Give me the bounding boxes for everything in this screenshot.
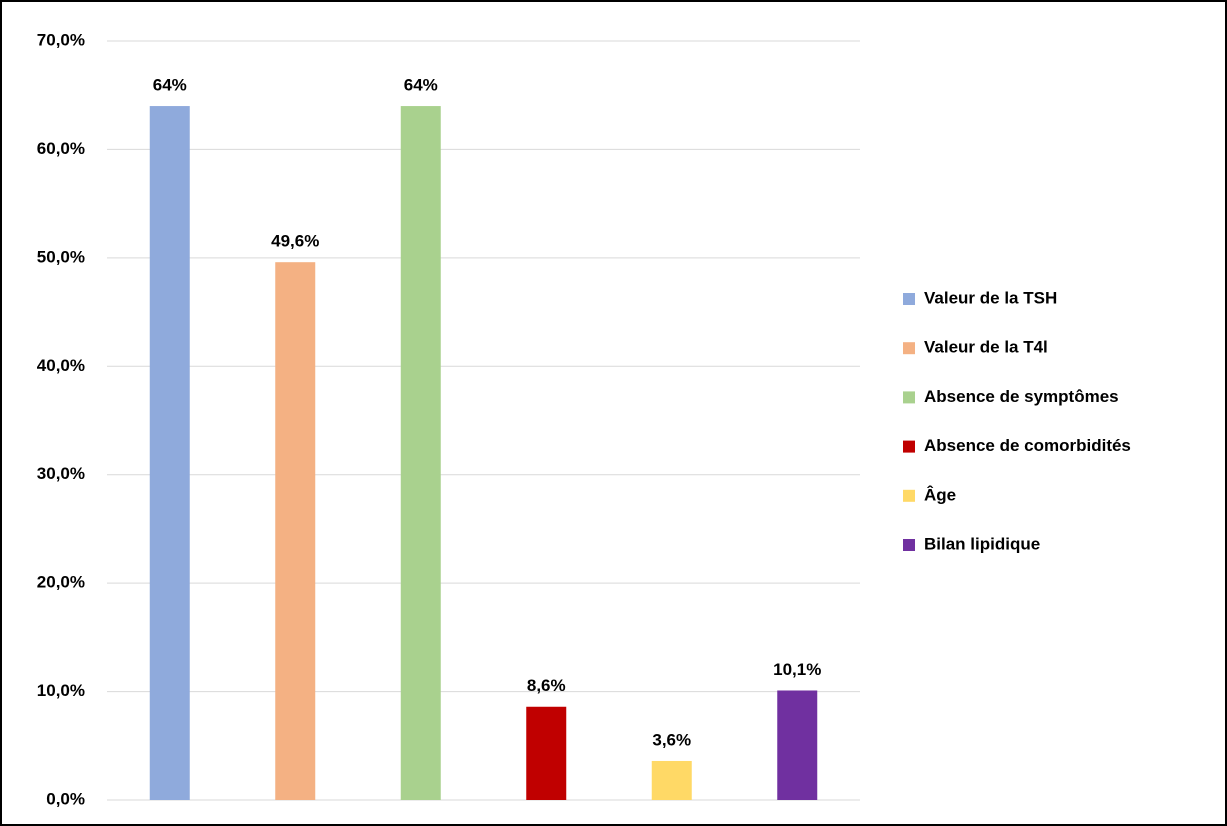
data-label: 3,6% [652, 730, 691, 749]
legend-swatch [903, 342, 915, 355]
legend-label: Absence de symptômes [924, 387, 1119, 406]
bar [526, 706, 567, 800]
legend-swatch [903, 539, 915, 551]
bar [400, 106, 441, 801]
bar [275, 262, 316, 800]
y-tick-label: 50,0% [37, 247, 85, 266]
y-tick-label: 10,0% [37, 681, 85, 700]
y-tick-label: 40,0% [37, 356, 85, 375]
legend-label: Valeur de la T4l [924, 338, 1048, 357]
data-label: 10,1% [773, 660, 821, 679]
legend-swatch [903, 440, 915, 453]
data-label: 64% [153, 76, 187, 95]
data-label: 49,6% [271, 232, 319, 251]
bar [651, 760, 692, 800]
legend-swatch [903, 489, 915, 502]
legend-swatch [903, 391, 915, 404]
bar [777, 690, 818, 800]
legend-label: Valeur de la TSH [924, 288, 1057, 307]
y-tick-label: 0,0% [46, 789, 85, 808]
y-tick-label: 70,0% [37, 30, 85, 49]
legend-swatch [903, 293, 915, 305]
bar [149, 106, 190, 801]
y-tick-label: 30,0% [37, 464, 85, 483]
data-label: 8,6% [527, 676, 566, 695]
data-label: 64% [404, 76, 438, 95]
y-tick-label: 20,0% [37, 573, 85, 592]
legend-label: Bilan lipidique [924, 534, 1040, 553]
y-tick-label: 60,0% [37, 139, 85, 158]
legend-label: Absence de comorbidités [924, 436, 1131, 455]
legend-label: Âge [924, 485, 956, 504]
